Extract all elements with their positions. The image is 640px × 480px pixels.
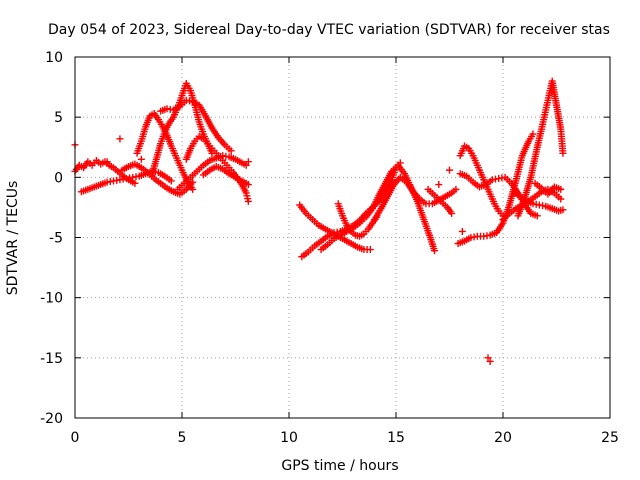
y-tick-label: -20 <box>40 411 63 427</box>
series-arc-15 <box>424 185 456 217</box>
data-point-marker <box>435 181 443 189</box>
y-tick-label: 5 <box>54 110 63 126</box>
y-tick-label: -15 <box>40 351 63 367</box>
x-tick-label: 20 <box>494 430 512 446</box>
data-point-marker <box>559 149 567 157</box>
y-axis-title: SDTVAR / TECUs <box>5 181 21 296</box>
x-tick-label: 5 <box>178 430 187 446</box>
series-arc-7 <box>182 132 252 205</box>
data-point-marker <box>486 357 494 365</box>
y-tick-label: -5 <box>49 231 63 247</box>
data-point-marker <box>227 147 235 155</box>
data-point-marker <box>484 354 492 362</box>
series-arc-8 <box>199 163 252 189</box>
y-tick-label: 0 <box>54 170 63 186</box>
ticks-layer: 0 5 10 15 20 25 -20 -15 -10 -5 0 5 10 <box>40 50 619 446</box>
data-point-marker <box>452 185 460 193</box>
data-point-marker <box>446 166 453 174</box>
x-tick-label: 10 <box>280 430 298 446</box>
data-point-marker <box>529 130 537 138</box>
data-point-marker <box>557 185 565 193</box>
data-point-marker <box>137 155 145 163</box>
series-arc-9 <box>174 152 250 193</box>
data-point-marker <box>244 181 252 189</box>
data-point-marker <box>458 227 466 235</box>
x-tick-label: 0 <box>71 430 80 446</box>
data-point-marker <box>431 247 439 255</box>
data-point-marker <box>103 158 111 166</box>
data-point-marker <box>131 179 139 187</box>
data-point-marker <box>116 135 124 143</box>
x-axis-title: GPS time / hours <box>281 458 398 474</box>
series-arc-3 <box>118 160 197 198</box>
series-arc-10 <box>296 201 374 254</box>
data-point-marker <box>167 177 175 185</box>
series-arc-13 <box>334 200 381 240</box>
data-point-marker <box>533 212 541 220</box>
data-point-marker <box>557 195 565 203</box>
series-arc-22 <box>531 179 565 198</box>
data-point-marker <box>244 158 252 166</box>
grid-layer <box>75 57 610 418</box>
x-tick-label: 15 <box>387 430 405 446</box>
chart-title: Day 054 of 2023, Sidereal Day-to-day VTE… <box>48 22 610 38</box>
data-point-marker <box>366 246 374 254</box>
data-point-marker <box>189 185 197 193</box>
marks-layer <box>71 77 567 365</box>
data-point-marker <box>448 209 456 217</box>
data-point-marker <box>242 161 250 169</box>
series-arc-21 <box>510 188 567 215</box>
y-tick-label: 10 <box>45 50 63 66</box>
y-tick-label: -10 <box>40 291 63 307</box>
x-tick-label: 25 <box>601 430 619 446</box>
data-point-marker <box>559 206 567 214</box>
series-arc-6 <box>157 96 235 155</box>
series-isolated-points <box>71 135 494 365</box>
series-arc-17 <box>454 130 537 248</box>
series-arc-4 <box>133 110 197 193</box>
series-arc-14 <box>371 173 460 223</box>
data-point-marker <box>244 197 252 205</box>
